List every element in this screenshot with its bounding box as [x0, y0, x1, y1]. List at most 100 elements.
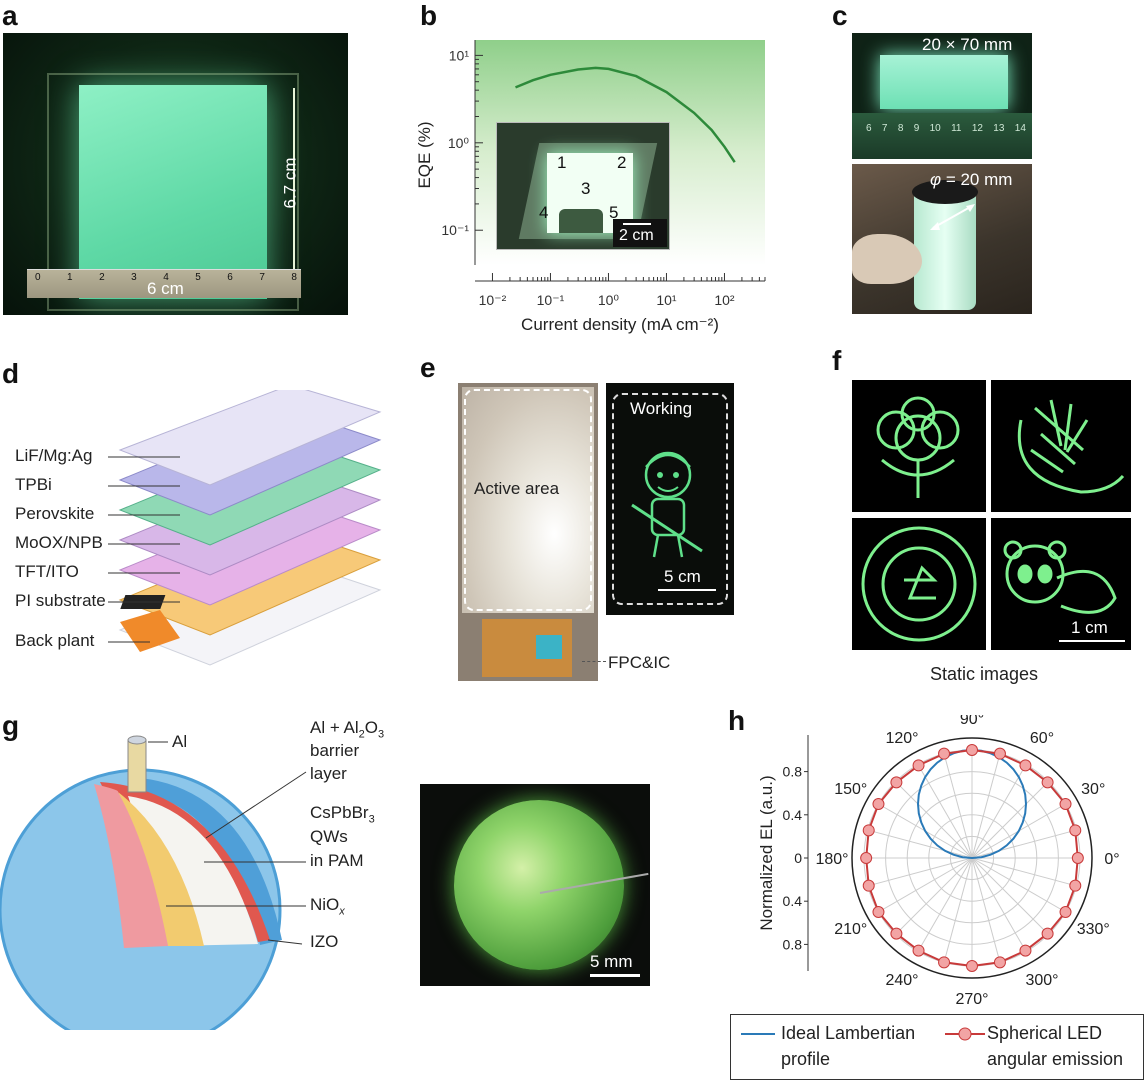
y-tick-labels: 10¹ 10⁰ 10⁻¹ — [441, 47, 483, 238]
qw-layer-white — [128, 796, 258, 946]
inset-number-2: 2 — [617, 153, 627, 172]
ruler-tick: 13 — [993, 123, 1005, 134]
ruler-tick: 8 — [897, 123, 904, 134]
inset-number-1: 1 — [557, 153, 567, 172]
data-point — [912, 944, 925, 957]
nio-sub: x — [339, 905, 345, 918]
height-line — [293, 88, 295, 298]
panel-f-image-flower — [852, 380, 986, 512]
ruler-strip: 6 7 8 9 10 11 12 13 14 — [852, 113, 1032, 159]
panel-g-spherical-led-diagram — [0, 735, 307, 1030]
inset-number-4: 4 — [539, 203, 549, 222]
izo-label: IZO — [310, 932, 339, 951]
x-tick-label: 10⁻¹ — [537, 292, 565, 308]
data-point — [966, 960, 978, 972]
e-scale-bar-line — [658, 589, 716, 591]
grid-spoke — [971, 857, 1066, 913]
hand-left — [852, 234, 922, 284]
legend-label-lambertian-1: Ideal Lambertian — [781, 1023, 916, 1043]
legend-label-spherical-2: angular emission — [987, 1049, 1124, 1069]
x-tick-label: 10⁻² — [479, 292, 507, 308]
barrier-text-o: O — [364, 718, 379, 737]
working-label: Working — [630, 399, 693, 418]
panel-h-legend: Ideal Lambertian profile Spherical LED a… — [730, 1014, 1144, 1080]
panel-label-b: b — [420, 0, 438, 31]
inset-cutout — [559, 209, 603, 233]
panel-f-caption: Static images — [930, 664, 1039, 684]
panel-d-exploded-stack — [118, 390, 382, 666]
panel-label-e: e — [420, 352, 436, 383]
panel-f-image-panda: 1 cm — [991, 518, 1131, 650]
data-point — [1059, 906, 1072, 918]
izo-inner-pink — [94, 784, 168, 948]
ruler-tick: 6 — [866, 123, 872, 134]
panel-e-left-photo: Active area — [458, 383, 598, 681]
legend-label-lambertian-2: profile — [781, 1049, 831, 1069]
ruler: 0 1 2 3 4 5 6 7 8 — [27, 269, 301, 298]
data-point — [862, 824, 875, 837]
layer-lif-mgag — [118, 390, 382, 486]
ruler-tick: 9 — [913, 123, 920, 134]
barrier-text-a: Al + Al — [310, 718, 359, 737]
y-tick-label: 10⁻¹ — [441, 222, 469, 238]
grid-spoke — [971, 857, 1077, 887]
grid-spoke — [943, 753, 973, 859]
working-outline — [612, 393, 728, 605]
g-scale-bar-line — [590, 974, 640, 977]
ruler-tick: 11 — [951, 123, 962, 134]
angle-tick-label: 300° — [1025, 972, 1058, 989]
radial-tick-labels: 0.8 0.4 0 0.4 0.8 — [783, 764, 808, 952]
grid-spoke — [971, 781, 1049, 859]
r-tick-label: 0.4 — [783, 893, 803, 909]
panel-label-a: a — [2, 0, 18, 31]
x-tick-label: 10⁰ — [598, 292, 620, 308]
angle-tick-label: 180° — [815, 851, 848, 868]
ruler-tick: 12 — [971, 123, 983, 134]
strip-device — [880, 55, 1008, 109]
eqe-curve — [515, 66, 736, 163]
grid-spoke — [971, 857, 1027, 952]
grid-spoke — [867, 857, 973, 887]
grid-spoke — [917, 857, 973, 952]
nio-layer-yellow — [118, 792, 204, 946]
r-tick-label: 0.8 — [783, 936, 803, 952]
ruler-tick: 5 — [195, 272, 201, 283]
grid-spoke — [971, 857, 1049, 935]
barrier-label-line3: layer — [310, 764, 347, 783]
al-contact-top — [127, 735, 147, 745]
data-point — [860, 852, 873, 864]
qw-label-line3: in PAM — [310, 851, 364, 870]
r-tick-label: 0.8 — [783, 764, 803, 780]
diameter-value: = 20 mm — [941, 170, 1013, 189]
data-point — [938, 956, 951, 969]
data-point — [993, 747, 1006, 760]
angle-tick-label: 330° — [1077, 921, 1110, 938]
fpc-label: FPC&IC — [608, 653, 671, 672]
x-tick-label: 10² — [714, 292, 735, 308]
ruler-tick: 7 — [881, 123, 888, 134]
spherical-led-points — [860, 744, 1084, 972]
axes — [474, 40, 765, 282]
angle-tick-label: 0° — [1104, 851, 1119, 868]
ruler-tick: 8 — [291, 272, 297, 283]
data-point — [1019, 759, 1032, 772]
grid-spoke — [971, 829, 1077, 859]
panel-a-photo: 6.7 cm 0 1 2 3 4 5 6 7 8 6 cm — [3, 33, 348, 315]
data-point — [938, 747, 951, 760]
angle-tick-label: 90° — [960, 715, 984, 728]
barrier-sub-2: 2 — [358, 728, 365, 741]
e-scale-bar-label: 5 cm — [664, 567, 701, 586]
data-point — [1069, 879, 1082, 892]
flower-drawing — [876, 396, 960, 498]
y-axis-label: EQE (%) — [415, 121, 434, 188]
layer-label-perovskite: Perovskite — [15, 504, 95, 523]
panel-d-leader-lines — [108, 456, 180, 643]
ic-chip — [536, 635, 562, 659]
nio-label: NiOx — [310, 895, 345, 917]
r-tick-label: 0 — [794, 850, 802, 866]
data-point — [1059, 798, 1072, 810]
ruler-tick: 3 — [131, 272, 137, 283]
polar-grid — [851, 737, 1093, 979]
h-y-axis-label: Normalized EL (a.u.) — [757, 775, 776, 930]
glass-frame — [47, 73, 299, 311]
